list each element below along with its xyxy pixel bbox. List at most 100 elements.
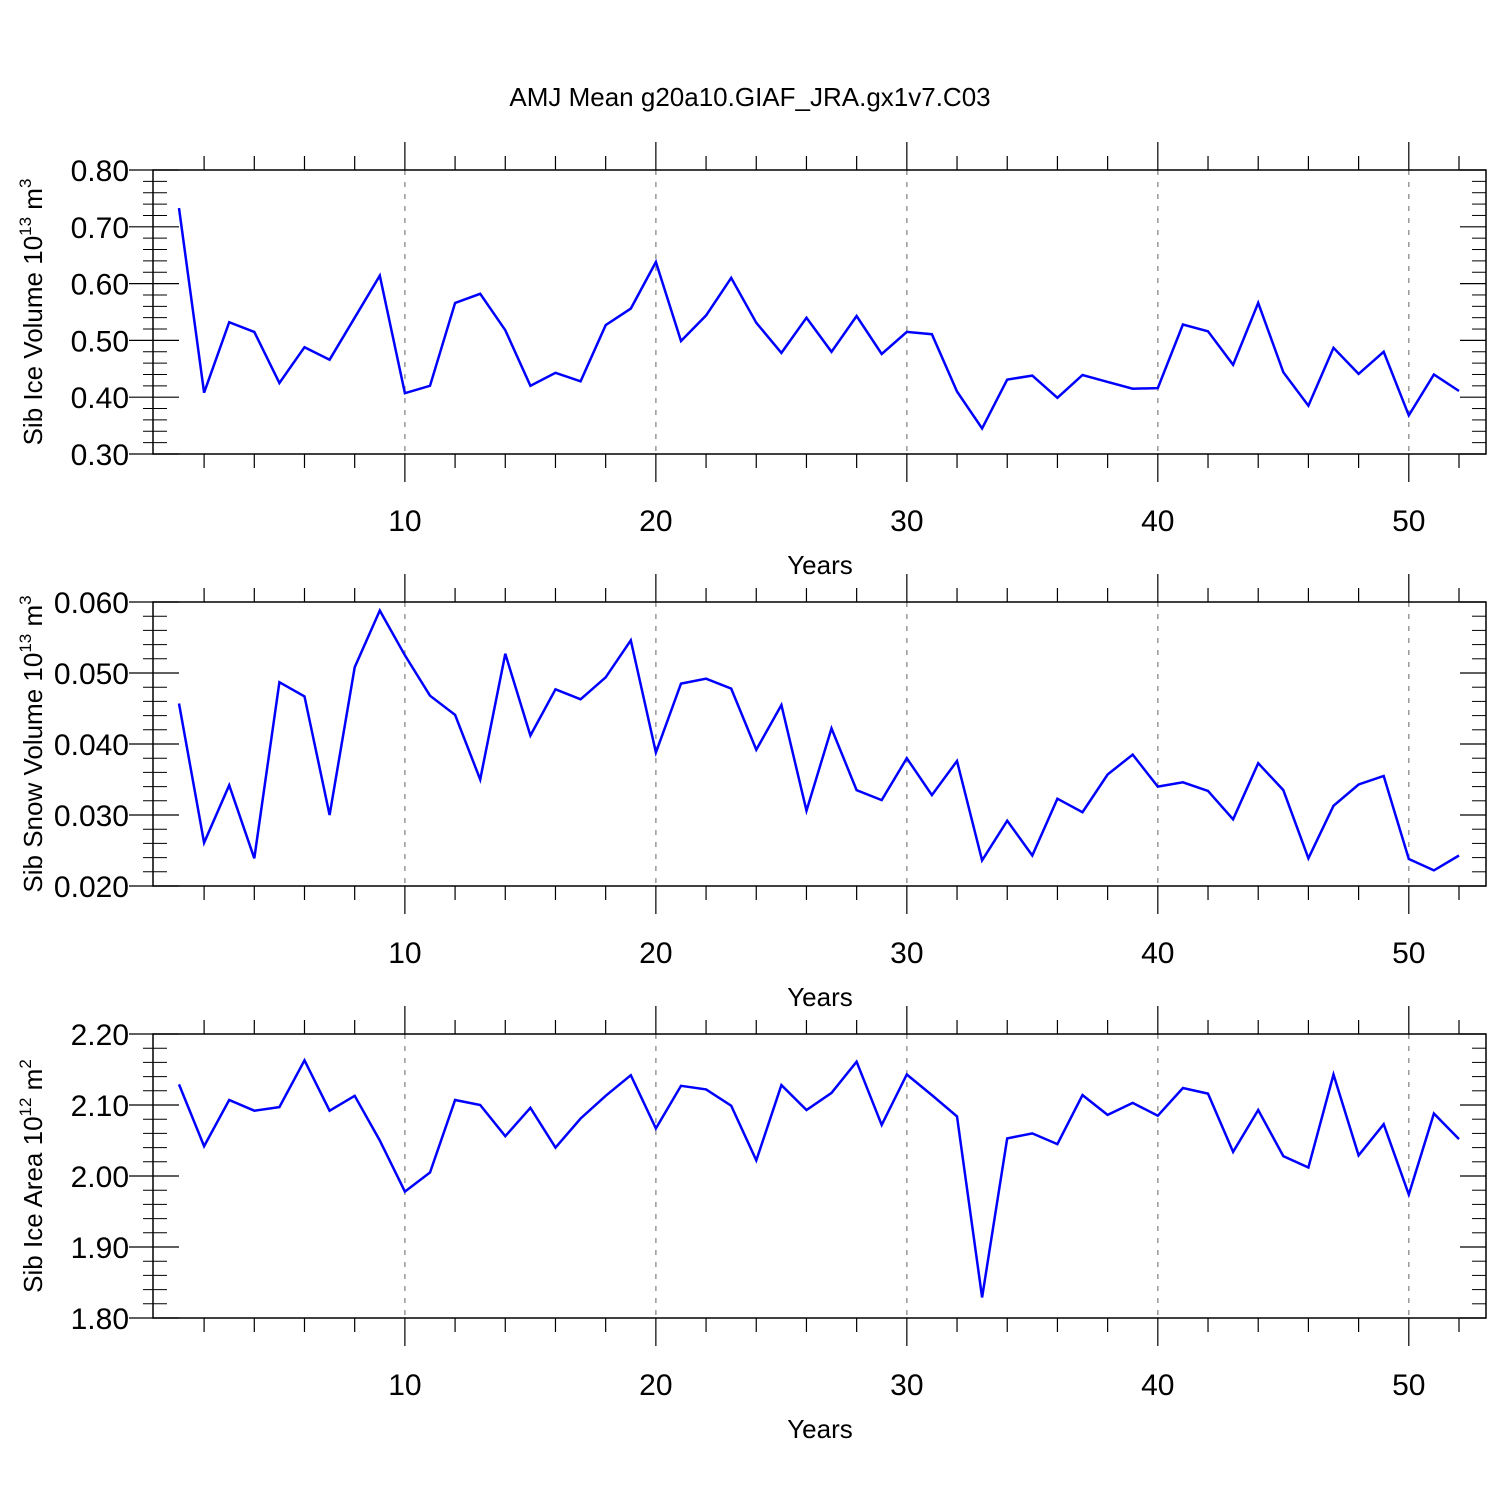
data-point [1458, 390, 1460, 392]
data-point [981, 428, 983, 430]
y-tick-label: 0.030 [54, 800, 129, 833]
data-point [605, 1095, 607, 1097]
data-point [530, 1107, 532, 1109]
y-axis-label-exponent: 13 [16, 634, 35, 653]
data-point [1283, 789, 1285, 791]
data-point [379, 610, 381, 612]
y-axis-label-exponent: 13 [16, 217, 35, 236]
y-axis-label-unit-exponent: 3 [16, 179, 35, 188]
y-axis-label-exponent: 12 [16, 1098, 35, 1117]
chart-panel-1: 10 20 30 40 50 0.30 0.40 0.50 0.60 0.70 0.80 Years S… [16, 142, 1487, 580]
data-point [856, 789, 858, 791]
data-point [1182, 1087, 1184, 1089]
data-point [329, 1110, 331, 1112]
data-point [354, 667, 356, 669]
y-tick-label: 0.050 [54, 658, 129, 691]
data-point [279, 1106, 281, 1108]
data-point [555, 372, 557, 374]
data-point [1157, 786, 1159, 788]
data-point [304, 346, 306, 348]
panels: 10 20 30 40 50 0.30 0.40 0.50 0.60 0.70 0.80 Years S… [16, 142, 1487, 1444]
data-point [228, 321, 230, 323]
data-point [178, 207, 180, 209]
data-point [1032, 375, 1034, 377]
data-point [429, 385, 431, 387]
data-point [279, 681, 281, 683]
data-point [530, 735, 532, 737]
data-point [956, 1116, 958, 1118]
data-point [228, 1099, 230, 1101]
x-tick-label: 20 [639, 505, 672, 538]
data-point [580, 698, 582, 700]
data-point [680, 340, 682, 342]
y-tick-label: 0.70 [71, 212, 129, 245]
data-point [1283, 1155, 1285, 1157]
data-point [1182, 324, 1184, 326]
data-point [605, 676, 607, 678]
x-tick-label: 50 [1392, 1369, 1425, 1402]
y-tick-label: 0.060 [54, 587, 129, 620]
series-line [177, 1057, 1460, 1298]
data-point [630, 1074, 632, 1076]
data-point [630, 640, 632, 642]
data-point [730, 277, 732, 279]
data-point [1333, 347, 1335, 349]
x-tick-label: 10 [388, 937, 421, 970]
data-point [504, 329, 506, 331]
y-tick-label: 0.40 [71, 382, 129, 415]
data-point [630, 308, 632, 310]
data-point [881, 799, 883, 801]
data-point [705, 1089, 707, 1091]
data-point [881, 1124, 883, 1126]
y-tick-label: 2.20 [71, 1019, 129, 1052]
data-point [454, 714, 456, 716]
data-point [1157, 1115, 1159, 1117]
data-point [404, 654, 406, 656]
data-point [429, 695, 431, 697]
y-tick-label: 2.10 [71, 1090, 129, 1123]
data-point [580, 1118, 582, 1120]
data-point [1232, 818, 1234, 820]
data-point [454, 1099, 456, 1101]
data-point [1257, 302, 1259, 304]
x-tick-label: 20 [639, 937, 672, 970]
data-point [354, 1095, 356, 1097]
data-point [680, 1085, 682, 1087]
data-point [329, 359, 331, 361]
data-point [1383, 775, 1385, 777]
data-point [1207, 790, 1209, 792]
data-point [1082, 1094, 1084, 1096]
data-point [1107, 1114, 1109, 1116]
y-tick-label: 0.040 [54, 729, 129, 762]
data-point [730, 688, 732, 690]
data-point [1257, 1109, 1259, 1111]
data-point [1458, 855, 1460, 857]
data-point [755, 749, 757, 751]
data-point [1383, 351, 1385, 353]
data-point [429, 1172, 431, 1174]
data-point [479, 779, 481, 781]
data-point [1057, 397, 1059, 399]
data-point [1207, 331, 1209, 333]
data-point [1308, 1167, 1310, 1169]
data-point [1232, 1151, 1234, 1153]
x-tick-label: 30 [890, 937, 923, 970]
data-point [680, 683, 682, 685]
x-axis-label: Years [787, 1414, 853, 1444]
data-point [655, 752, 657, 754]
data-point [379, 1140, 381, 1142]
data-point [504, 1135, 506, 1137]
data-point [1232, 364, 1234, 366]
data-point [253, 1110, 255, 1112]
data-point [1006, 820, 1008, 822]
data-point [1057, 1143, 1059, 1145]
y-tick-label: 2.00 [71, 1161, 129, 1194]
data-point [806, 1109, 808, 1111]
data-point [1107, 381, 1109, 383]
data-point [831, 1092, 833, 1094]
data-point [1408, 1194, 1410, 1196]
data-point [981, 860, 983, 862]
data-point [479, 1104, 481, 1106]
